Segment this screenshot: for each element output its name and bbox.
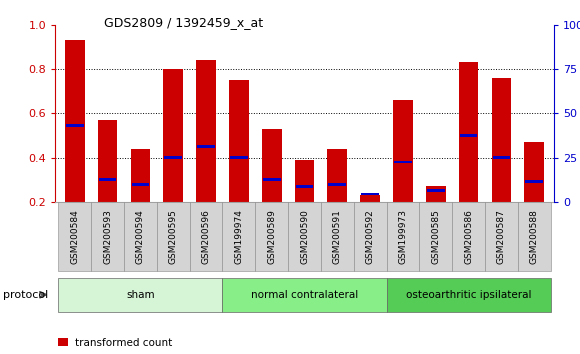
Text: transformed count: transformed count bbox=[74, 338, 172, 348]
Bar bbox=[196, 60, 216, 202]
Bar bbox=[164, 156, 182, 159]
Text: GSM200595: GSM200595 bbox=[169, 209, 177, 264]
Bar bbox=[328, 183, 346, 185]
Text: GSM200593: GSM200593 bbox=[103, 209, 112, 264]
Bar bbox=[426, 186, 445, 202]
Bar bbox=[197, 145, 215, 148]
Bar bbox=[394, 160, 412, 164]
Bar bbox=[164, 69, 183, 202]
Bar bbox=[491, 78, 511, 202]
Bar bbox=[360, 195, 380, 202]
Text: GSM200594: GSM200594 bbox=[136, 209, 145, 264]
Bar bbox=[296, 185, 313, 188]
Text: GSM200585: GSM200585 bbox=[432, 209, 440, 264]
Bar bbox=[393, 100, 413, 202]
Text: osteoarthritic ipsilateral: osteoarthritic ipsilateral bbox=[406, 290, 531, 300]
Bar bbox=[98, 120, 117, 202]
Text: sham: sham bbox=[126, 290, 155, 300]
Text: GSM200591: GSM200591 bbox=[333, 209, 342, 264]
Bar bbox=[361, 193, 379, 195]
Bar bbox=[132, 183, 149, 185]
Text: GDS2809 / 1392459_x_at: GDS2809 / 1392459_x_at bbox=[104, 16, 263, 29]
Text: GSM200589: GSM200589 bbox=[267, 209, 276, 264]
Bar bbox=[263, 178, 281, 181]
Bar bbox=[130, 149, 150, 202]
Text: GSM200596: GSM200596 bbox=[202, 209, 211, 264]
Bar bbox=[328, 149, 347, 202]
Bar bbox=[460, 134, 477, 137]
Text: GSM199973: GSM199973 bbox=[398, 209, 407, 264]
Bar bbox=[295, 160, 314, 202]
Text: GSM200590: GSM200590 bbox=[300, 209, 309, 264]
Text: GSM199974: GSM199974 bbox=[234, 209, 244, 264]
Bar bbox=[427, 189, 445, 192]
Text: GSM200588: GSM200588 bbox=[530, 209, 539, 264]
Bar bbox=[262, 129, 281, 202]
Bar bbox=[65, 40, 85, 202]
Text: GSM200592: GSM200592 bbox=[365, 209, 375, 264]
Text: GSM200587: GSM200587 bbox=[497, 209, 506, 264]
Bar bbox=[229, 80, 249, 202]
Text: normal contralateral: normal contralateral bbox=[251, 290, 358, 300]
Bar bbox=[66, 124, 84, 127]
Bar bbox=[524, 142, 544, 202]
Bar bbox=[230, 156, 248, 159]
Text: GSM200586: GSM200586 bbox=[464, 209, 473, 264]
Text: GSM200584: GSM200584 bbox=[70, 209, 79, 264]
Text: protocol: protocol bbox=[3, 290, 48, 300]
Bar bbox=[492, 156, 510, 159]
Bar bbox=[525, 181, 543, 183]
Bar bbox=[99, 178, 117, 181]
Bar bbox=[459, 62, 478, 202]
